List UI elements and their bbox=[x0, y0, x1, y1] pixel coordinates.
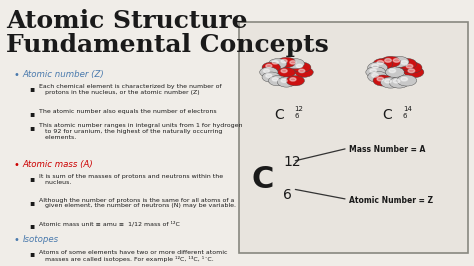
Text: 12: 12 bbox=[283, 155, 301, 169]
Circle shape bbox=[260, 67, 278, 77]
Text: ▪: ▪ bbox=[30, 174, 35, 184]
Text: ▪: ▪ bbox=[30, 84, 35, 93]
Circle shape bbox=[373, 58, 393, 69]
Circle shape bbox=[366, 67, 386, 78]
Text: 6: 6 bbox=[403, 113, 407, 119]
Text: Atomic number (Z): Atomic number (Z) bbox=[23, 70, 104, 78]
Circle shape bbox=[401, 77, 408, 81]
Text: Isotopes: Isotopes bbox=[23, 235, 59, 244]
Text: Atomic mass (A): Atomic mass (A) bbox=[23, 160, 93, 169]
Text: •: • bbox=[13, 235, 19, 245]
Circle shape bbox=[404, 67, 424, 78]
Text: Each chemical element is characterized by the number of
   protons in the nucleu: Each chemical element is characterized b… bbox=[39, 84, 222, 95]
Text: Atomic Structure: Atomic Structure bbox=[6, 9, 248, 33]
Circle shape bbox=[266, 64, 272, 68]
Circle shape bbox=[385, 59, 392, 62]
Text: Mass Number = A: Mass Number = A bbox=[349, 145, 426, 154]
Circle shape bbox=[281, 79, 287, 82]
Text: C: C bbox=[274, 109, 284, 122]
Circle shape bbox=[277, 67, 296, 77]
Circle shape bbox=[385, 79, 392, 83]
Circle shape bbox=[406, 64, 413, 68]
Text: •: • bbox=[13, 70, 19, 80]
Circle shape bbox=[281, 59, 287, 63]
Circle shape bbox=[389, 56, 409, 67]
Text: ▪: ▪ bbox=[30, 221, 35, 230]
Text: This atomic number ranges in integral units from 1 for hydrogen
   to 92 for ura: This atomic number ranges in integral un… bbox=[39, 123, 243, 140]
Circle shape bbox=[385, 67, 405, 78]
Circle shape bbox=[370, 69, 376, 73]
Circle shape bbox=[372, 64, 378, 68]
Text: The atomic number also equals the number of electrons: The atomic number also equals the number… bbox=[39, 109, 217, 114]
Text: Atoms of some elements have two or more different atomic
   masses are called is: Atoms of some elements have two or more … bbox=[39, 250, 228, 261]
Circle shape bbox=[393, 59, 400, 62]
Circle shape bbox=[290, 61, 296, 64]
Circle shape bbox=[290, 78, 296, 81]
Circle shape bbox=[299, 69, 305, 73]
Circle shape bbox=[393, 79, 400, 83]
FancyBboxPatch shape bbox=[239, 22, 468, 253]
Text: 12: 12 bbox=[294, 106, 303, 112]
Circle shape bbox=[262, 72, 280, 82]
Text: Fundamental Concepts: Fundamental Concepts bbox=[6, 33, 329, 57]
Circle shape bbox=[372, 73, 378, 77]
Text: Atomic Number = Z: Atomic Number = Z bbox=[349, 196, 433, 205]
Circle shape bbox=[402, 62, 422, 73]
Circle shape bbox=[272, 78, 278, 81]
Circle shape bbox=[368, 62, 388, 73]
Circle shape bbox=[408, 69, 415, 73]
Circle shape bbox=[397, 75, 417, 86]
Circle shape bbox=[397, 58, 417, 69]
Circle shape bbox=[262, 62, 280, 72]
Text: 6: 6 bbox=[294, 113, 299, 119]
Circle shape bbox=[381, 56, 401, 67]
Text: ▪: ▪ bbox=[30, 123, 35, 132]
Circle shape bbox=[277, 77, 296, 87]
Text: ▪: ▪ bbox=[30, 109, 35, 118]
Circle shape bbox=[268, 59, 287, 69]
Circle shape bbox=[377, 61, 383, 64]
Text: Although the number of protons is the same for all atoms of a
   given element, : Although the number of protons is the sa… bbox=[39, 198, 236, 208]
Circle shape bbox=[277, 57, 296, 68]
Text: •: • bbox=[13, 160, 19, 170]
Circle shape bbox=[401, 61, 408, 64]
Circle shape bbox=[295, 67, 313, 77]
Text: Atomic mass unit ≡ amu ≡  1/12 mass of ¹²C: Atomic mass unit ≡ amu ≡ 1/12 mass of ¹²… bbox=[39, 221, 180, 226]
Circle shape bbox=[286, 59, 304, 69]
Circle shape bbox=[292, 62, 311, 72]
Circle shape bbox=[286, 76, 304, 86]
Circle shape bbox=[266, 74, 272, 77]
Text: 6: 6 bbox=[283, 188, 292, 202]
Circle shape bbox=[296, 64, 302, 68]
Circle shape bbox=[368, 71, 388, 82]
Text: It is sum of the masses of protons and neutrons within the
   nucleus.: It is sum of the masses of protons and n… bbox=[39, 174, 223, 185]
Circle shape bbox=[268, 76, 287, 86]
Circle shape bbox=[373, 75, 393, 86]
Text: 14: 14 bbox=[403, 106, 412, 112]
Circle shape bbox=[264, 69, 270, 73]
Circle shape bbox=[381, 77, 401, 88]
Circle shape bbox=[389, 77, 409, 88]
Text: C: C bbox=[252, 165, 274, 194]
Circle shape bbox=[377, 77, 383, 81]
Circle shape bbox=[281, 69, 287, 73]
Text: ▪: ▪ bbox=[30, 250, 35, 259]
Text: C: C bbox=[383, 109, 392, 122]
Circle shape bbox=[389, 69, 396, 73]
Circle shape bbox=[272, 61, 278, 64]
Text: ▪: ▪ bbox=[30, 198, 35, 207]
